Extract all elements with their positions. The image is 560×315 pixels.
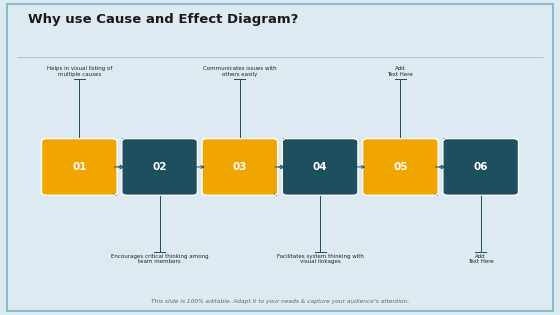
FancyBboxPatch shape: [282, 139, 358, 195]
FancyBboxPatch shape: [41, 139, 117, 195]
Text: 01: 01: [72, 162, 87, 172]
Text: 03: 03: [232, 162, 247, 172]
Text: Communicates issues with
others easily: Communicates issues with others easily: [203, 66, 277, 77]
Text: This slide is 100% editable. Adapt it to your needs & capture your audience’s at: This slide is 100% editable. Adapt it to…: [151, 299, 409, 304]
Text: Why use Cause and Effect Diagram?: Why use Cause and Effect Diagram?: [28, 13, 298, 26]
Text: Facilitates system thinking with
visual linkages: Facilitates system thinking with visual …: [277, 254, 363, 264]
FancyBboxPatch shape: [7, 4, 553, 311]
FancyBboxPatch shape: [443, 139, 519, 195]
Text: Encourages critical thinking among
team members: Encourages critical thinking among team …: [111, 254, 208, 264]
Text: 06: 06: [473, 162, 488, 172]
Text: 04: 04: [313, 162, 328, 172]
FancyBboxPatch shape: [122, 139, 198, 195]
Text: Helps in visual listing of
multiple causes: Helps in visual listing of multiple caus…: [46, 66, 112, 77]
Text: 02: 02: [152, 162, 167, 172]
Text: Add
Text Here: Add Text Here: [388, 66, 413, 77]
Text: Add
Text Here: Add Text Here: [468, 254, 493, 264]
FancyBboxPatch shape: [363, 139, 438, 195]
FancyBboxPatch shape: [202, 139, 278, 195]
Text: 05: 05: [393, 162, 408, 172]
